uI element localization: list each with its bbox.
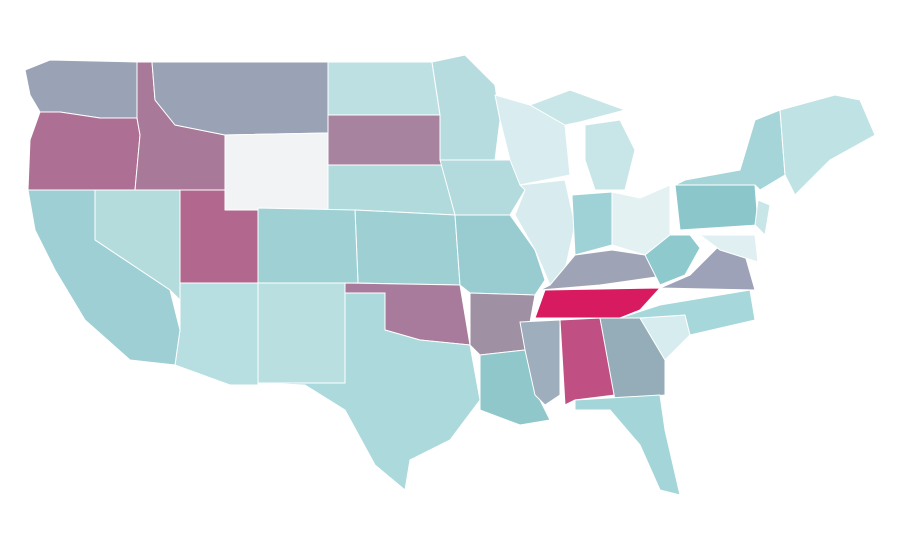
state-region — [619, 289, 756, 336]
state-region — [559, 317, 616, 406]
state-region — [754, 199, 771, 236]
state-region — [27, 111, 141, 191]
state-region — [327, 61, 441, 116]
state-region — [224, 132, 329, 211]
state-region — [584, 119, 636, 191]
state-region — [644, 234, 701, 286]
state-region — [151, 61, 329, 136]
state-region — [354, 209, 461, 286]
state-region — [431, 54, 501, 161]
state-region — [257, 282, 346, 384]
state-region — [24, 59, 138, 119]
state-region — [257, 207, 359, 284]
state-region — [674, 184, 759, 231]
state-region — [454, 214, 546, 296]
state-region — [327, 114, 443, 166]
state-region — [327, 164, 456, 216]
state-region — [529, 89, 626, 126]
state-region — [699, 234, 759, 263]
state-region — [571, 191, 613, 256]
state-region — [27, 189, 181, 366]
state-region — [174, 282, 259, 386]
state-region — [779, 94, 876, 196]
state-region — [674, 109, 786, 191]
state-region — [574, 394, 681, 496]
state-region — [439, 159, 526, 216]
